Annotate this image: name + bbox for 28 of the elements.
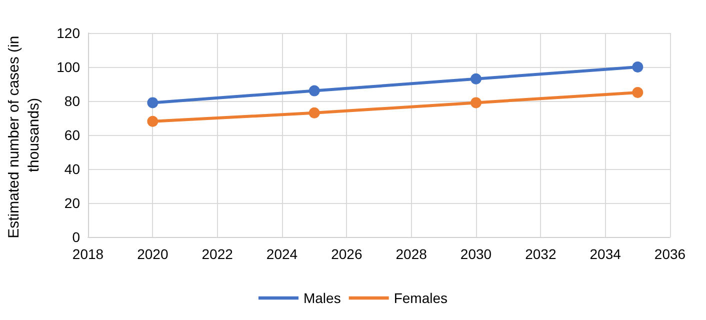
y-tick-label: 20 <box>64 195 80 211</box>
x-tick-label: 2018 <box>72 246 104 262</box>
y-tick-label: 40 <box>64 161 80 177</box>
point <box>632 87 644 98</box>
legend-label: Males <box>303 290 341 306</box>
y-tick-label: 80 <box>64 93 80 109</box>
x-tick-label: 2028 <box>396 246 428 262</box>
x-tick-label: 2032 <box>525 246 556 262</box>
x-tick-label: 2022 <box>202 246 234 262</box>
x-tick-label: 2020 <box>137 246 168 262</box>
x-tick-label: 2024 <box>266 246 298 262</box>
x-tick-label: 2030 <box>460 246 492 262</box>
y-tick-label: 120 <box>56 25 80 41</box>
legend-label: Females <box>394 290 448 306</box>
point <box>470 73 482 84</box>
y-tick-label: 60 <box>64 127 80 143</box>
y-tick-label: 0 <box>72 229 80 245</box>
point <box>308 85 320 96</box>
x-tick-label: 2034 <box>590 246 622 262</box>
point <box>147 116 158 127</box>
point <box>308 107 320 118</box>
x-tick-label: 2036 <box>654 246 686 262</box>
x-tick-label: 2026 <box>331 246 362 262</box>
y-axis-title: Estimated number of cases (in thousands) <box>6 32 42 238</box>
point <box>470 97 482 108</box>
point <box>147 97 158 108</box>
point <box>632 62 644 72</box>
y-tick-label: 100 <box>56 59 80 75</box>
